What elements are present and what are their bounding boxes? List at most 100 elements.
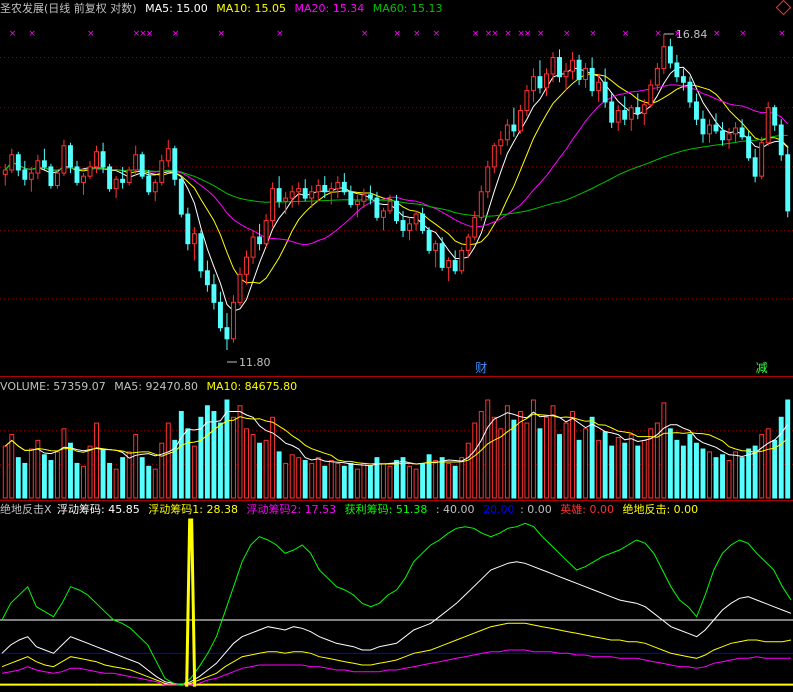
candle bbox=[257, 223, 263, 251]
candle bbox=[478, 185, 484, 221]
candle bbox=[609, 93, 615, 128]
candle bbox=[426, 227, 432, 254]
candle bbox=[165, 139, 171, 167]
volume-bar bbox=[622, 442, 628, 499]
candle-body bbox=[472, 216, 478, 238]
volume-bar bbox=[178, 411, 184, 499]
volume-bar bbox=[752, 445, 758, 499]
volume-bar bbox=[615, 436, 621, 499]
candle-body bbox=[720, 130, 725, 141]
candle-body bbox=[778, 124, 784, 156]
volume-bar bbox=[100, 448, 106, 499]
candle bbox=[198, 230, 204, 278]
volume-bar bbox=[667, 428, 673, 499]
volume-bar bbox=[674, 439, 680, 499]
candle bbox=[283, 191, 289, 215]
volume-bar bbox=[387, 465, 393, 499]
candle bbox=[413, 210, 419, 231]
signal-marker: × bbox=[87, 29, 95, 39]
candle bbox=[589, 57, 595, 97]
candle-body bbox=[191, 233, 197, 245]
volume-bar bbox=[172, 439, 178, 499]
volume-bar bbox=[185, 428, 191, 499]
volume-bar bbox=[328, 460, 334, 499]
volume-bar bbox=[661, 402, 667, 499]
float-chips-2-value: 浮动筹码2: 17.53 bbox=[246, 503, 337, 516]
volume-ma10-value: MA10: 84675.80 bbox=[206, 380, 298, 393]
volume-bar bbox=[589, 416, 595, 499]
candle-body bbox=[557, 57, 562, 78]
low-label: 11.80 bbox=[239, 356, 271, 369]
candle bbox=[459, 247, 465, 275]
candle bbox=[270, 182, 276, 228]
candle-body bbox=[394, 200, 399, 222]
volume-bar bbox=[113, 468, 119, 499]
candle bbox=[322, 176, 328, 199]
volume-bar bbox=[537, 428, 543, 499]
candle-body bbox=[759, 142, 765, 177]
indicator-line-1 bbox=[1, 561, 792, 686]
candle bbox=[622, 96, 628, 126]
ma20-value: MA20: 15.34 bbox=[294, 2, 365, 15]
candle-body bbox=[68, 145, 73, 168]
candle-body bbox=[602, 81, 608, 103]
signal-marker: × bbox=[361, 29, 369, 39]
candle-body bbox=[139, 154, 145, 177]
candle-body bbox=[361, 194, 367, 202]
volume-bar bbox=[596, 439, 602, 499]
candle-body bbox=[2, 169, 8, 175]
volume-bar bbox=[61, 428, 67, 499]
candle bbox=[28, 166, 34, 192]
candle bbox=[178, 176, 184, 218]
candle-body bbox=[61, 145, 67, 174]
candle-body bbox=[498, 139, 504, 147]
volume-bar bbox=[54, 451, 60, 499]
ma5-value: MA5: 15.00 bbox=[145, 2, 208, 15]
volume-bar bbox=[413, 468, 419, 499]
volume-bar bbox=[576, 439, 582, 499]
volume-bar bbox=[381, 462, 386, 499]
candle bbox=[465, 233, 471, 258]
candle-body bbox=[387, 200, 393, 212]
volume-bar bbox=[563, 422, 569, 499]
candle-body bbox=[596, 81, 602, 92]
volume-bar bbox=[759, 434, 765, 499]
volume-bar bbox=[570, 411, 576, 499]
candle-body bbox=[654, 67, 660, 86]
volume-bar bbox=[394, 460, 399, 499]
volume-bar bbox=[602, 431, 608, 499]
candle-body bbox=[35, 160, 41, 174]
candle-body bbox=[257, 236, 263, 245]
volume-bar bbox=[165, 422, 171, 499]
signal-marker: × bbox=[394, 29, 402, 39]
candle-body bbox=[270, 188, 276, 222]
candle bbox=[204, 260, 210, 292]
candle-body bbox=[733, 127, 739, 135]
candle bbox=[576, 54, 582, 86]
comeback-value: 绝地反击: 0.00 bbox=[622, 503, 699, 516]
candle bbox=[785, 145, 791, 218]
volume-bar bbox=[557, 434, 562, 499]
candle bbox=[139, 151, 145, 180]
candle-body bbox=[28, 172, 34, 180]
candle bbox=[400, 210, 406, 238]
candle bbox=[341, 173, 347, 195]
candle-body bbox=[328, 188, 334, 193]
signal-marker: × bbox=[413, 29, 421, 39]
ma5-line bbox=[4, 66, 789, 312]
volume-bar bbox=[126, 451, 132, 499]
candle-body bbox=[739, 127, 745, 138]
signal-marker: × bbox=[622, 29, 630, 39]
signal-marker: × bbox=[654, 29, 662, 39]
signal-marker: × bbox=[28, 29, 36, 39]
candle bbox=[68, 142, 73, 174]
volume-bar bbox=[139, 457, 145, 499]
candle-body bbox=[661, 46, 667, 69]
candle-body bbox=[9, 154, 15, 171]
candle-body bbox=[15, 154, 21, 171]
candle bbox=[726, 127, 732, 149]
candle bbox=[707, 119, 712, 143]
candle-body bbox=[615, 110, 621, 123]
volume-bar bbox=[517, 411, 523, 499]
candle bbox=[185, 207, 191, 251]
